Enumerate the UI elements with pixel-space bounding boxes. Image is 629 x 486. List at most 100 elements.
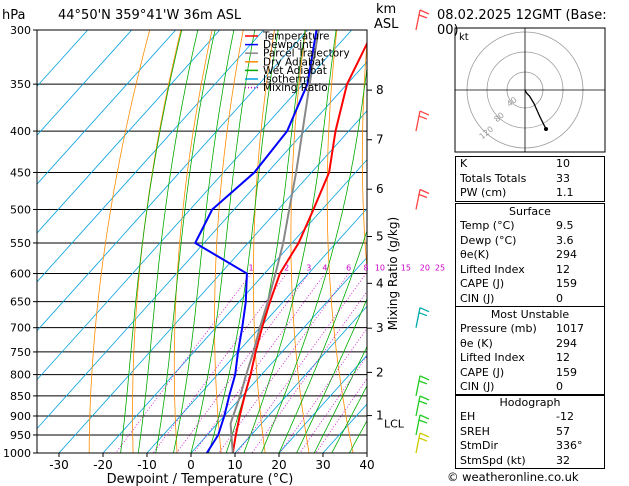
wind-barb-flag xyxy=(419,9,430,15)
location-title: 44°50'N 359°41'W 36m ASL xyxy=(58,8,242,23)
mixing-ratio-line xyxy=(236,273,367,453)
wind-barb-flag xyxy=(419,110,430,116)
mu-value: 0 xyxy=(556,380,563,393)
x-tick-label: -20 xyxy=(93,458,113,472)
indices-top-table: K 10 Totals Totals 33 PW (cm) 1.1 xyxy=(455,156,605,202)
dry-adiabat xyxy=(396,30,441,453)
dewpoint-line xyxy=(193,30,318,453)
surface-label: Lifted Index xyxy=(460,262,525,276)
mixing-ratio-line xyxy=(299,355,367,453)
hodograph-table: Hodograph EH -12 SREH 57 StmDir 336° StmSpd… xyxy=(455,394,605,469)
wet-adiabat xyxy=(313,345,367,453)
height-tick-label: 1 xyxy=(376,409,384,423)
most-unstable-title: Most Unstable xyxy=(490,308,570,321)
wind-barb-flag xyxy=(418,400,428,405)
isotherm xyxy=(37,30,264,283)
height-tick-label: 3 xyxy=(376,321,384,335)
temperature-line xyxy=(231,41,367,453)
mu-label: Lifted Index xyxy=(460,351,525,364)
wet-adiabat xyxy=(331,385,367,453)
mixing-ratio-label: 4 xyxy=(322,264,327,273)
isotherm xyxy=(278,354,367,453)
mu-label: CIN (J) xyxy=(460,380,495,393)
mu-value: 159 xyxy=(556,365,577,379)
mixing-ratio-label: 2 xyxy=(284,264,289,273)
index-row: K 10 xyxy=(456,157,604,172)
mixing-ratio-line xyxy=(193,273,326,453)
legend-label: Mixing Ratio xyxy=(263,82,328,94)
isotherm xyxy=(37,30,176,185)
y-tick-label: 1000 xyxy=(3,447,31,460)
wind-barb-flag xyxy=(418,419,428,424)
surface-value: 12 xyxy=(556,262,570,276)
dry-adiabat xyxy=(361,37,367,273)
surface-label: Temp (°C) xyxy=(460,219,515,232)
mixing-ratio-line xyxy=(251,290,367,453)
mu-label: θe (K) xyxy=(460,336,493,350)
legend-label: Parcel Trajectory xyxy=(263,48,350,60)
wind-barb-flag xyxy=(419,188,430,195)
wind-barb-flag xyxy=(419,395,430,401)
y-tick-label: 600 xyxy=(10,268,31,281)
mixing-ratio-label: 15 xyxy=(401,264,411,273)
wind-barb-staff xyxy=(415,432,421,454)
wind-barb-flag xyxy=(418,380,428,385)
wind-barbs xyxy=(415,9,430,454)
hodo-label: StmSpd (kt) xyxy=(460,453,526,467)
height-tick-label: 4 xyxy=(376,276,384,290)
height-tick-label: 8 xyxy=(376,83,384,97)
mixing-ratio-line xyxy=(218,273,350,453)
wet-adiabat xyxy=(243,30,337,453)
wind-barb-flag xyxy=(418,14,428,19)
mu-label: Pressure (mb) xyxy=(460,322,537,335)
isotherm xyxy=(146,207,367,453)
hodo-label: SREH xyxy=(460,424,490,438)
wet-adiabat xyxy=(120,30,183,453)
wind-barb-staff xyxy=(415,395,421,417)
wet-adiabat xyxy=(278,229,367,453)
x-tick-label: 30 xyxy=(315,458,330,472)
profile-lines xyxy=(193,30,367,453)
x-tick-label: 0 xyxy=(187,458,195,472)
wet-adiabat xyxy=(296,297,367,453)
mixing-ratio-line xyxy=(315,377,367,453)
wind-barb-staff xyxy=(415,375,421,397)
legend-label: Dewpoint xyxy=(263,39,313,51)
isotherm xyxy=(58,110,367,453)
mixing-ratio-line xyxy=(279,327,367,453)
wind-barb-staff xyxy=(415,9,421,31)
wet-adiabat xyxy=(173,30,235,453)
mu-value: 294 xyxy=(556,336,577,350)
dry-adiabat xyxy=(618,30,629,453)
isotherm xyxy=(37,30,220,234)
wet-adiabat xyxy=(190,30,256,453)
height-tick-label: 6 xyxy=(376,182,384,196)
y-tick-label: 300 xyxy=(10,24,31,37)
index-label: PW (cm) xyxy=(460,186,507,199)
y-tick-label: 700 xyxy=(10,322,31,335)
wet-adiabat xyxy=(208,30,279,453)
isotherm xyxy=(234,305,367,453)
axes: 3003504004505005506006507007508008509009… xyxy=(3,24,445,486)
x-axis-label: Dewpoint / Temperature (°C) xyxy=(107,472,294,486)
y-tick-label: 950 xyxy=(10,429,31,442)
hodo-value: 336° xyxy=(556,439,583,452)
mixing-ratio-label: 3 xyxy=(306,264,311,273)
y-tick-label: 350 xyxy=(10,78,31,91)
x-tick-label: -30 xyxy=(49,458,69,472)
wind-barb-staff xyxy=(415,307,421,328)
mixing-ratio-label: 1 xyxy=(249,264,254,273)
mixing-ratio-label: 6 xyxy=(346,264,351,273)
index-value: 1.1 xyxy=(556,186,574,199)
wind-barb-flag xyxy=(419,432,430,438)
surface-value: 0 xyxy=(556,291,563,305)
surface-value: 9.5 xyxy=(556,219,574,232)
isotherm xyxy=(37,30,132,136)
mixing-ratio-line xyxy=(115,273,252,453)
legend-label: Dry Adiabat xyxy=(263,56,325,68)
y-tick-label: 500 xyxy=(10,203,31,216)
x-tick-label: 10 xyxy=(227,458,242,472)
km-unit: km xyxy=(376,2,397,17)
